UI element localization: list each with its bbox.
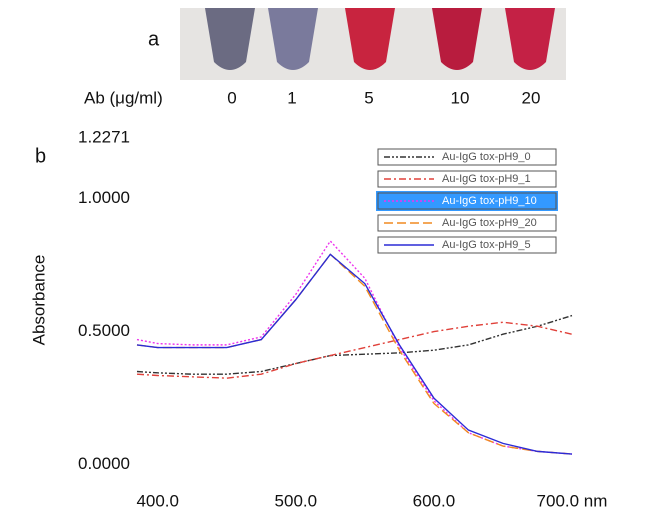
- panel-label: b: [35, 145, 46, 167]
- y-tick-label: 1.2271: [78, 127, 130, 146]
- y-tick-label: 1.0000: [78, 188, 130, 207]
- legend-label: Au-IgG tox-pH9_5: [442, 239, 531, 251]
- y-tick-label: 0.5000: [78, 321, 130, 340]
- legend-label: Au-IgG tox-pH9_20: [442, 217, 537, 229]
- photo: [180, 8, 566, 80]
- x-tick-label: 400.0: [136, 491, 179, 510]
- legend-box: [377, 214, 557, 232]
- legend-box: [377, 170, 557, 188]
- concentration: 10: [451, 88, 470, 107]
- legend-label: Au-IgG tox-pH9_10: [442, 195, 537, 207]
- concentration: 0: [227, 88, 236, 107]
- series-line: [136, 253, 573, 455]
- series-line: [136, 314, 573, 375]
- legend-label: Au-IgG tox-pH9_1: [442, 173, 531, 185]
- legend-box: [377, 236, 557, 254]
- x-tick-label: 700.0 nm: [537, 491, 608, 510]
- y-axis-label: Absorbance: [29, 255, 48, 346]
- panel-label: a: [148, 28, 160, 50]
- row-label: Ab (μg/ml): [84, 88, 163, 107]
- y-tick-label: 0.0000: [78, 454, 130, 473]
- legend: Au-IgG tox-pH9_0 Au-IgG tox-pH9_1 Au-IgG t…: [376, 148, 558, 254]
- legend-label: Au-IgG tox-pH9_0: [442, 151, 531, 163]
- legend-box: [377, 148, 557, 166]
- series-line: [136, 253, 573, 455]
- concentration: 20: [522, 88, 541, 107]
- x-tick-label: 600.0: [413, 491, 456, 510]
- legend-box: [377, 192, 557, 210]
- legend-highlight: [376, 191, 558, 211]
- x-tick-label: 500.0: [275, 491, 318, 510]
- concentration: 5: [364, 88, 373, 107]
- series-line: [136, 321, 573, 379]
- concentration: 1: [287, 88, 296, 107]
